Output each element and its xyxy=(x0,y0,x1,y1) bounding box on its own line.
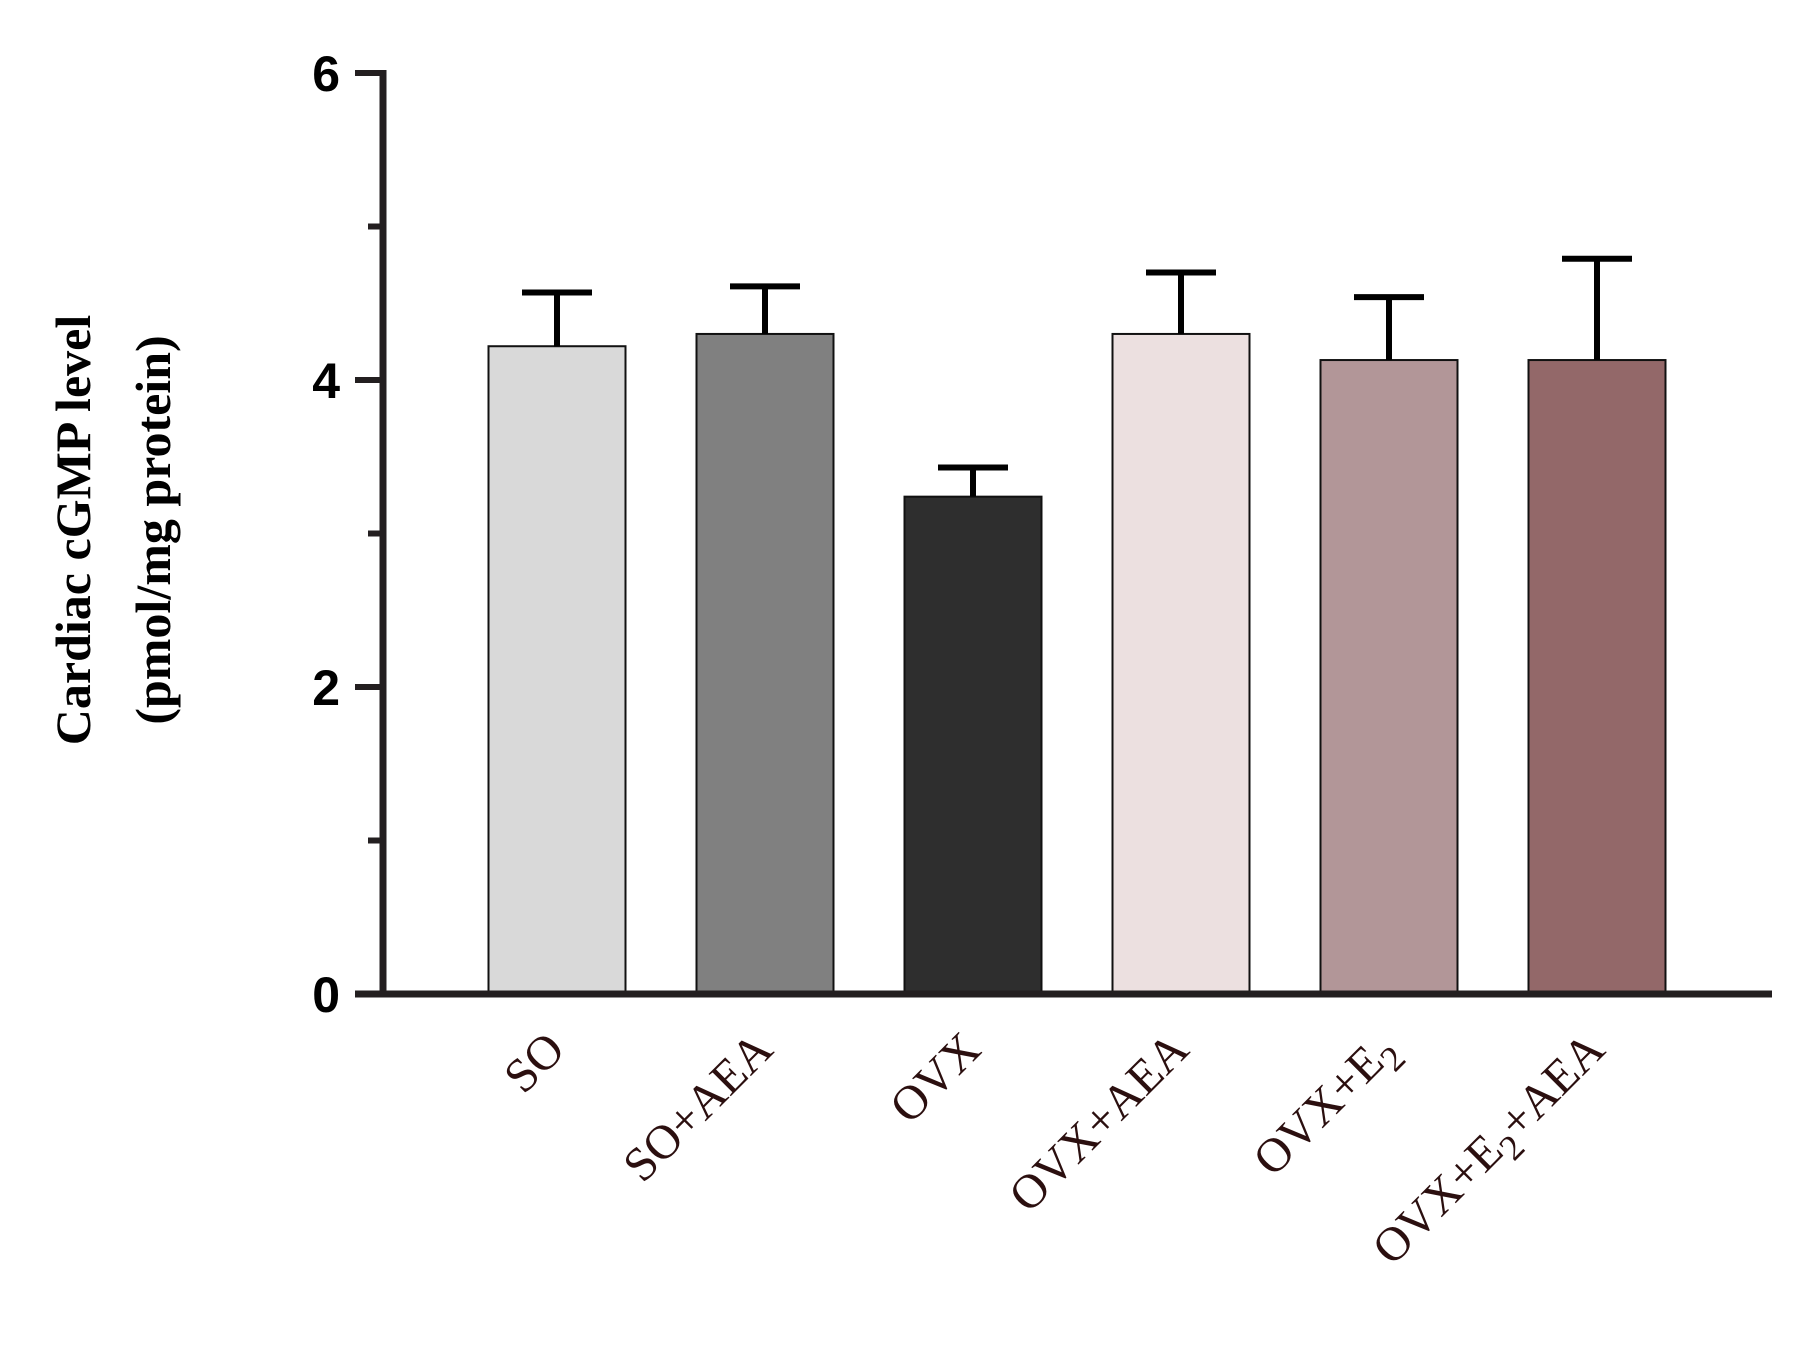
y-axis-label-line2: (pmol/mg protein) xyxy=(125,335,181,724)
error-bar-2 xyxy=(730,283,800,334)
error-bar-1 xyxy=(522,289,592,347)
bar-4 xyxy=(1111,332,1251,995)
error-bar-5 xyxy=(1354,294,1424,361)
bar-3 xyxy=(903,495,1043,995)
error-bars-layer xyxy=(522,255,1632,497)
y-tick-label-2: 2 xyxy=(312,660,340,716)
bars-layer xyxy=(487,332,1667,996)
x-tick-label-5: OVX+E2 xyxy=(1243,1022,1413,1192)
y-tick-label-6: 6 xyxy=(312,46,340,102)
y-tick-label-0: 0 xyxy=(312,967,340,1023)
y-axis-label: Cardiac cGMP level (pmol/mg protein) xyxy=(45,315,181,746)
error-bar-4 xyxy=(1146,269,1216,334)
error-bar-3 xyxy=(938,464,1008,497)
x-tick-label-3: OVX xyxy=(880,1022,991,1133)
bar-6 xyxy=(1527,359,1667,996)
x-tick-label-2: SO+AEA xyxy=(613,1022,783,1192)
y-tick-label-4: 4 xyxy=(312,353,340,409)
y-axis-label-line1: Cardiac cGMP level xyxy=(45,315,101,746)
bar-1 xyxy=(487,345,627,996)
error-bar-6 xyxy=(1562,255,1632,361)
x-tick-label-4: OVX+AEA xyxy=(999,1022,1199,1222)
bar-5 xyxy=(1319,359,1459,996)
bar-2 xyxy=(695,332,835,995)
axes-layer: 0 2 4 6 xyxy=(312,46,1772,1023)
x-tick-label-1: SO xyxy=(494,1022,575,1103)
